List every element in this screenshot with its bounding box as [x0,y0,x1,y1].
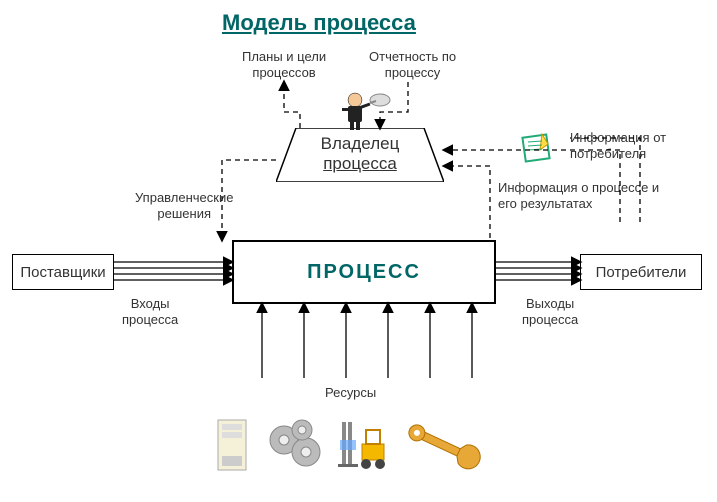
wrench-icon [400,416,490,481]
gears-icon [262,416,332,481]
info-from-label: Информация отпотребителя [570,130,666,161]
resources-label: Ресурсы [325,385,376,401]
consumers-node: Потребители [580,254,702,290]
info-about-label: Информация о процессе иего результатах [498,180,659,211]
report-label: Отчетность попроцессу [369,49,456,80]
forklift-icon [336,416,396,481]
plans-label: Планы и целипроцессов [242,49,326,80]
outputs-label: Выходыпроцесса [522,296,578,327]
diagram-title: Модель процесса [222,10,416,36]
suppliers-node: Поставщики [12,254,114,290]
owner-label-2: процесса [276,154,444,174]
document-icon [518,130,558,171]
inputs-label: Входыпроцесса [122,296,178,327]
process-node: ПРОЦЕСС [232,240,496,304]
mgmt-label: Управленческиерешения [135,190,233,221]
person-icon [330,88,400,138]
server-icon [212,416,256,481]
